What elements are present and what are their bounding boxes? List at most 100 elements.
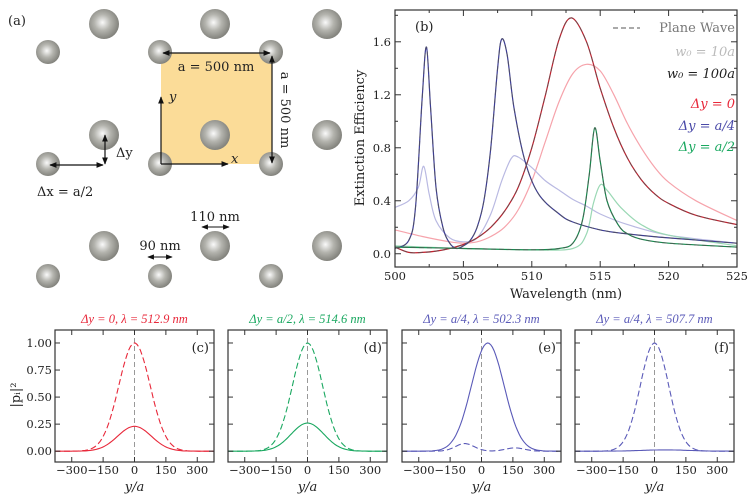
x-tick-label: 300 bbox=[533, 463, 555, 477]
x-axis-title: Wavelength (nm) bbox=[510, 287, 622, 302]
panel-title-d: Δy = a/2, λ = 514.6 nm bbox=[248, 312, 365, 326]
delta-y-label: Δy bbox=[116, 146, 133, 161]
panel-f: Δy = a/4, λ = 507.7 nm (f) −300 −150 0 150 300… bbox=[574, 312, 735, 495]
x-tick-label: −150 bbox=[434, 463, 466, 477]
legend-dy-a2: Δy = a/2 bbox=[678, 140, 735, 155]
large-diameter-label: 110 nm bbox=[190, 210, 240, 225]
x-axis-label: x bbox=[231, 152, 239, 167]
panel-label-b: (b) bbox=[415, 20, 433, 35]
large-nanoparticle bbox=[200, 9, 230, 39]
y-tick-label: 1.00 bbox=[26, 336, 52, 350]
sphere-lattice bbox=[36, 9, 342, 288]
x-tick-label: −150 bbox=[87, 463, 119, 477]
x-tick-label: 150 bbox=[155, 463, 177, 477]
x-tick-label: 525 bbox=[726, 269, 748, 283]
extinction-chart: (b) Extinction Efficiency Wavelength (nm… bbox=[353, 9, 748, 302]
y-tick-label: 1.6 bbox=[373, 35, 391, 49]
small-nanoparticle bbox=[259, 264, 283, 288]
plane-wave-line-3 bbox=[395, 17, 737, 254]
panel-e: Δy = a/4, λ = 502.3 nm (e) −300 −150 0 150 300… bbox=[401, 312, 562, 495]
x-tick-label: 300 bbox=[186, 463, 208, 477]
x-tick-label: 0 bbox=[304, 463, 311, 477]
small-nanoparticle bbox=[148, 40, 172, 64]
x-tick-label: 500 bbox=[384, 269, 406, 283]
panel-c: Δy = 0, λ = 512.9 nm (c) −300 −150 0 150 300 0.… bbox=[26, 312, 215, 495]
curve-solid bbox=[228, 422, 387, 452]
y-tick-label: 1.2 bbox=[373, 88, 391, 102]
x-tick-label: 510 bbox=[521, 269, 543, 283]
x-tick-label: −300 bbox=[403, 463, 435, 477]
panel-label-e: (e) bbox=[538, 341, 556, 356]
plane-wave-line-4 bbox=[395, 38, 737, 250]
small-nanoparticle bbox=[259, 40, 283, 64]
series-group bbox=[395, 17, 737, 254]
small-nanoparticle bbox=[259, 152, 283, 176]
x-tick-label: 150 bbox=[675, 463, 697, 477]
small-nanoparticle bbox=[148, 264, 172, 288]
y-tick-label: 0.0 bbox=[373, 247, 391, 261]
y-axis-title: Extinction Efficiency bbox=[353, 69, 368, 206]
panel-d: Δy = a/2, λ = 514.6 nm (d) −300 −150 0 150 300… bbox=[227, 312, 388, 495]
y-tick-label: 0.25 bbox=[26, 417, 52, 431]
curve-solid bbox=[575, 449, 734, 452]
series-line-1 bbox=[395, 155, 737, 244]
y-tick-label: 0.8 bbox=[373, 141, 391, 155]
legend-dy-0: Δy = 0 bbox=[690, 97, 735, 112]
curve-dashed bbox=[575, 342, 734, 452]
large-nanoparticle bbox=[89, 9, 119, 39]
x-tick-label: 515 bbox=[589, 269, 611, 283]
legend-dy-a4: Δy = a/4 bbox=[678, 119, 735, 134]
panel-label-a: (a) bbox=[8, 14, 26, 29]
y-tick-label: 0.75 bbox=[26, 363, 52, 377]
lattice-label: a = 500 nm bbox=[178, 60, 255, 75]
y-tick-label: 0.4 bbox=[373, 194, 391, 208]
polarization-panels: |pᵢ|² Δy = 0, λ = 512.9 nm(c)−300 −150 0 15… bbox=[9, 312, 735, 495]
x-tick-label: 150 bbox=[328, 463, 350, 477]
large-nanoparticle bbox=[89, 120, 119, 150]
legend-w0-100a: w₀ = 100a bbox=[667, 67, 735, 82]
x-axis-title-d: y/a bbox=[297, 480, 317, 495]
x-tick-label: 0 bbox=[131, 463, 138, 477]
lattice-label-vertical: a = 500 nm bbox=[277, 72, 292, 149]
curve-solid bbox=[55, 425, 214, 452]
panel-label-c: (c) bbox=[192, 341, 209, 356]
legend-w0-10a: w₀ = 10a bbox=[675, 45, 735, 60]
legend-plane-wave: Plane Wave bbox=[659, 21, 735, 36]
large-nanoparticle bbox=[89, 231, 119, 261]
x-tick-label: −150 bbox=[607, 463, 639, 477]
x-tick-label: 150 bbox=[502, 463, 524, 477]
small-nanoparticle bbox=[36, 264, 60, 288]
panel-label-d: (d) bbox=[364, 341, 382, 356]
x-axis-title-c: y/a bbox=[124, 480, 144, 495]
large-nanoparticle bbox=[200, 120, 230, 150]
x-tick-label: −300 bbox=[229, 463, 261, 477]
panel-label-f: (f) bbox=[714, 341, 729, 356]
x-tick-label: −300 bbox=[576, 463, 608, 477]
x-axis-title-f: y/a bbox=[644, 480, 664, 495]
small-nanoparticle bbox=[36, 40, 60, 64]
plane-wave-line-5 bbox=[395, 127, 737, 251]
large-nanoparticle bbox=[312, 9, 342, 39]
y-tick-label: 0.50 bbox=[26, 390, 52, 404]
x-tick-label: 300 bbox=[706, 463, 728, 477]
x-axis-title-e: y/a bbox=[471, 480, 491, 495]
x-tick-label: 0 bbox=[651, 463, 658, 477]
panel-title-f: Δy = a/4, λ = 507.7 nm bbox=[595, 312, 712, 326]
small-nanoparticle bbox=[148, 152, 172, 176]
panel-title-e: Δy = a/4, λ = 502.3 nm bbox=[422, 312, 539, 326]
curve-solid bbox=[402, 342, 561, 452]
x-tick-label: 520 bbox=[658, 269, 680, 283]
y-axis-label: y bbox=[168, 90, 177, 105]
panel-title-c: Δy = 0, λ = 512.9 nm bbox=[80, 312, 188, 326]
small-diameter-label: 90 nm bbox=[139, 239, 180, 254]
bottom-y-axis-title: |pᵢ|² bbox=[9, 383, 24, 408]
legend: Plane Wave w₀ = 10a w₀ = 100a Δy = 0 Δy … bbox=[613, 21, 735, 155]
x-tick-label: 0 bbox=[478, 463, 485, 477]
x-tick-label: −150 bbox=[260, 463, 292, 477]
schematic-panel: (a) a = 500 nm a = 500 nm y x Δy Δx = a/… bbox=[8, 9, 342, 288]
small-nanoparticle bbox=[36, 152, 60, 176]
delta-x-label: Δx = a/2 bbox=[37, 185, 93, 200]
curve-dashed bbox=[402, 443, 561, 452]
large-nanoparticle bbox=[312, 120, 342, 150]
